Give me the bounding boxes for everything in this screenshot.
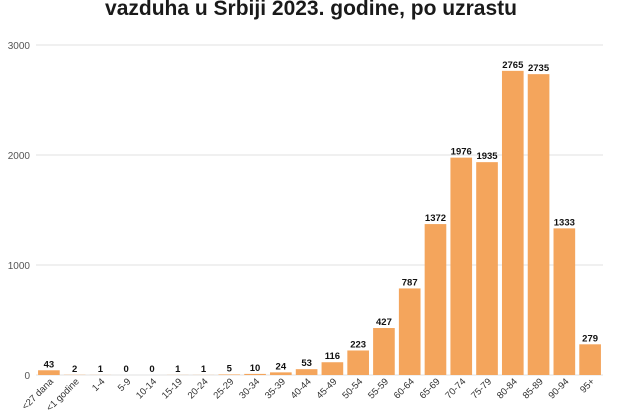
x-tick-label: 85-89 xyxy=(521,376,546,401)
x-tick-label: 70-74 xyxy=(443,376,468,401)
x-tick-label: 60-64 xyxy=(392,376,417,401)
data-label: 1333 xyxy=(554,217,575,228)
y-axis-ticks: 0 1000 2000 3000 xyxy=(8,41,31,382)
x-tick-label: 40-44 xyxy=(289,376,314,401)
data-label: 1372 xyxy=(425,213,446,224)
bar xyxy=(501,70,524,375)
bar xyxy=(270,372,292,375)
data-label: 24 xyxy=(276,361,287,372)
data-label: 223 xyxy=(350,339,366,350)
data-label: 2735 xyxy=(528,63,550,74)
x-tick-label: 5-9 xyxy=(116,376,133,393)
y-tick-label: 3000 xyxy=(8,41,31,52)
data-label: 10 xyxy=(250,363,261,374)
bars xyxy=(38,70,601,376)
x-tick-label: 90-94 xyxy=(546,376,571,401)
data-label: 279 xyxy=(582,333,598,344)
bar xyxy=(476,162,498,375)
bar xyxy=(579,344,601,375)
bar xyxy=(244,373,266,375)
bar xyxy=(553,228,576,375)
bar xyxy=(321,362,344,375)
bar xyxy=(347,350,369,375)
y-tick-label: 0 xyxy=(24,371,30,382)
data-label: 0 xyxy=(149,364,154,375)
data-label: 53 xyxy=(301,358,312,369)
bar xyxy=(450,157,473,375)
data-label: 5 xyxy=(227,363,233,374)
data-label: 1935 xyxy=(476,151,498,162)
x-tick-label: 30-34 xyxy=(237,376,262,401)
y-tick-label: 2000 xyxy=(8,151,31,162)
data-label: 427 xyxy=(376,317,392,328)
bar xyxy=(373,328,395,375)
y-tick-label: 1000 xyxy=(8,261,31,272)
chart-title: vazduha u Srbiji 2023. godine, po uzrast… xyxy=(105,0,517,20)
data-label: 2765 xyxy=(502,60,524,71)
data-label: 1 xyxy=(201,364,207,375)
data-label: 1 xyxy=(175,364,181,375)
bar xyxy=(38,370,60,375)
x-tick-label: 35-39 xyxy=(263,376,288,401)
x-tick-label: 75-79 xyxy=(469,376,494,401)
data-label: 1976 xyxy=(451,147,472,158)
x-tick-label: 10-14 xyxy=(134,376,159,401)
data-label: 1 xyxy=(98,364,104,375)
x-tick-label: 20-24 xyxy=(186,376,211,401)
x-tick-label: 1-4 xyxy=(90,376,107,393)
bar xyxy=(218,374,241,375)
data-label: 0 xyxy=(124,364,129,375)
bar xyxy=(424,224,447,375)
x-tick-label: 45-49 xyxy=(315,376,340,401)
bar xyxy=(398,288,421,375)
x-tick-label: 80-84 xyxy=(495,376,520,401)
data-label: 787 xyxy=(402,277,418,288)
x-tick-label: 25-29 xyxy=(211,376,236,401)
x-tick-label: 55-59 xyxy=(366,376,391,401)
x-tick-label: 50-54 xyxy=(340,376,365,401)
data-label: 2 xyxy=(72,364,77,375)
data-label: 116 xyxy=(325,351,340,362)
data-label: 43 xyxy=(44,359,55,370)
x-tick-label: 95+ xyxy=(578,376,597,395)
x-tick-label: 15-19 xyxy=(160,376,185,401)
bar xyxy=(527,74,550,376)
x-axis-ticks: <27 dana<1 godine 1-4 5-9 10-14 15-19 20-24 25… xyxy=(20,376,598,414)
x-tick-label: 65-69 xyxy=(418,376,443,401)
bar xyxy=(295,369,318,375)
